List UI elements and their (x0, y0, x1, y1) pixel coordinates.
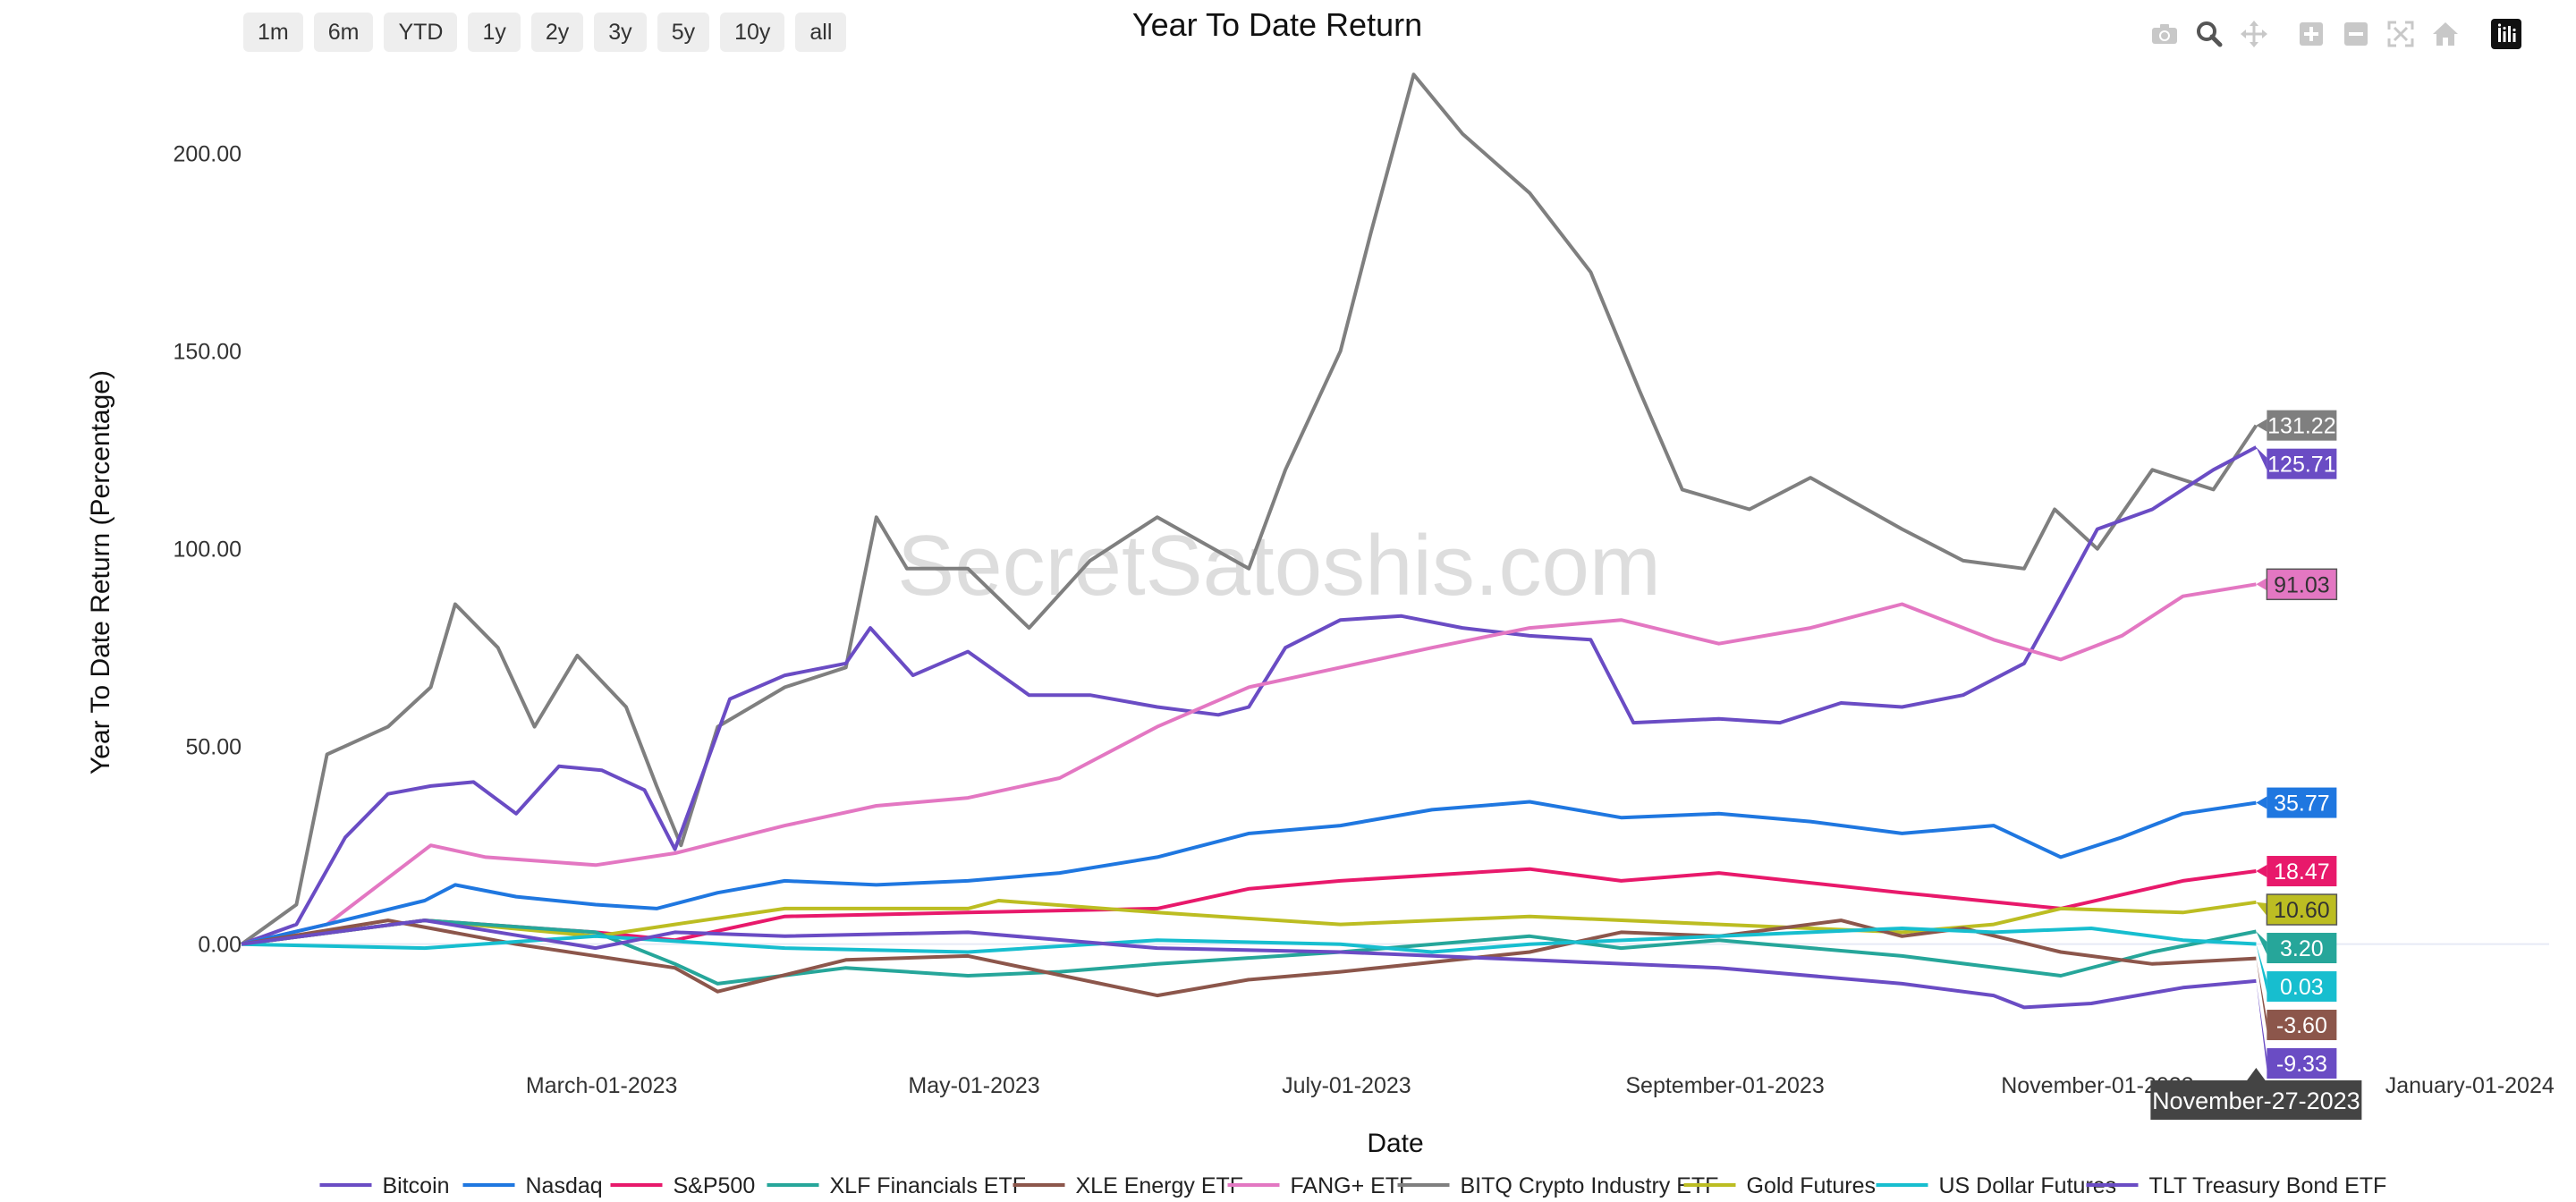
x-tick-label: May-01-2023 (908, 1073, 1039, 1098)
plotly-logo-icon[interactable] (2488, 16, 2524, 52)
series-line-5 (241, 918, 2257, 998)
series-line-3 (241, 867, 2257, 946)
series-line-7 (240, 72, 2258, 946)
range-button-5y[interactable]: 5y (657, 13, 710, 52)
x-tick-label: January-01-2024 (2385, 1073, 2555, 1098)
range-button-10y[interactable]: 10y (720, 13, 785, 52)
end-label-box (2267, 1048, 2337, 1079)
series-line-6 (241, 582, 2257, 946)
end-label-box (2267, 410, 2337, 441)
range-button-6m[interactable]: 6m (313, 13, 374, 52)
range-button-1y[interactable]: 1y (468, 13, 521, 52)
legend-item-label[interactable]: Nasdaq (526, 1173, 603, 1198)
y-tick-label: 150.00 (174, 340, 242, 365)
legend-item-label[interactable]: Bitcoin (383, 1173, 450, 1198)
legend-item-label[interactable]: S&P500 (674, 1173, 756, 1198)
end-label-pointer (2256, 447, 2267, 470)
zoom-out-icon[interactable] (2338, 16, 2374, 52)
end-label-box (2267, 971, 2337, 1003)
end-label-value: 35.77 (2274, 791, 2330, 817)
x-tick-label: March-01-2023 (526, 1073, 678, 1098)
end-label-value: 131.22 (2267, 414, 2335, 439)
zoom-in-icon[interactable] (2293, 16, 2329, 52)
end-label-pointer (2256, 944, 2267, 994)
series-line-10 (241, 918, 2257, 1010)
end-label-box (2267, 856, 2337, 887)
range-button-1m[interactable]: 1m (243, 13, 303, 52)
legend-item-label[interactable]: FANG+ ETF (1291, 1173, 1413, 1198)
range-button-3y[interactable]: 3y (594, 13, 647, 52)
y-axis-label: Year To Date Return (Percentage) (86, 370, 115, 775)
end-label-value: 91.03 (2274, 572, 2330, 597)
range-button-all[interactable]: all (795, 13, 847, 52)
end-label-box (2267, 933, 2337, 964)
end-label-pointer (2256, 931, 2267, 955)
hover-date-text: November-27-2023 (2152, 1088, 2360, 1114)
range-button-ytd[interactable]: YTD (384, 13, 458, 52)
y-tick-label: 0.00 (198, 933, 242, 958)
end-label-value: 3.20 (2280, 936, 2324, 961)
legend-item-label[interactable]: BITQ Crypto Industry ETF (1461, 1173, 1719, 1198)
legend-item-label[interactable]: Gold Futures (1747, 1173, 1877, 1198)
end-label-pointer (2256, 902, 2267, 917)
y-tick-label: 200.00 (174, 142, 242, 167)
pan-icon[interactable] (2236, 16, 2272, 52)
legend: Bitcoin Nasdaq S&P500 XLF Financials ETF XLE… (319, 1173, 2387, 1198)
hover-date-label: November-27-2023 (2150, 1068, 2362, 1120)
end-label-box (2267, 1010, 2337, 1041)
range-selector: 1m 6m YTD 1y 2y 3y 5y 10y all (243, 13, 847, 52)
x-axis: March-01-2023 May-01-2023 July-01-2023 Sept… (526, 1073, 2555, 1098)
end-label-box (2266, 893, 2338, 926)
end-label-value: 0.03 (2280, 975, 2324, 1000)
end-label-pointer (2256, 578, 2267, 591)
end-labels: 131.22 125.71 91.03 35.77 18.47 10.60 3.20 0.03… (2256, 410, 2338, 1079)
range-button-2y[interactable]: 2y (530, 13, 584, 52)
y-tick-label: 50.00 (185, 735, 242, 760)
x-axis-label: Date (1367, 1129, 1423, 1158)
zoom-icon[interactable] (2191, 16, 2227, 52)
end-label-pointer (2256, 865, 2267, 878)
end-label-box (2266, 568, 2338, 601)
end-label-pointer (2256, 796, 2267, 809)
series-line-1 (241, 445, 2258, 946)
end-label-box (2267, 448, 2337, 479)
end-label-value: -3.60 (2276, 1013, 2327, 1038)
end-label-pointer (2256, 419, 2267, 432)
legend-item-label[interactable]: XLE Energy ETF (1076, 1173, 1244, 1198)
y-tick-label: 100.00 (174, 538, 242, 563)
x-tick-label: July-01-2023 (1282, 1073, 1411, 1098)
x-tick-label: September-01-2023 (1625, 1073, 1824, 1098)
chart-title: Year To Date Return (1132, 6, 1422, 43)
end-label-value: 125.71 (2267, 453, 2335, 478)
series-layer (240, 72, 2258, 1010)
series-line-2 (241, 800, 2257, 946)
autoscale-icon[interactable] (2383, 16, 2419, 52)
end-label-box (2267, 787, 2337, 818)
end-label-value: -9.33 (2276, 1052, 2327, 1077)
modebar (2147, 16, 2533, 52)
camera-icon[interactable] (2147, 16, 2182, 52)
y-axis: 0.00 50.00 100.00 150.00 200.00 (174, 142, 242, 958)
end-label-value: 10.60 (2274, 898, 2330, 923)
series-line-8 (241, 899, 2257, 946)
series-line-4 (241, 918, 2257, 986)
end-label-value: 18.47 (2274, 859, 2330, 885)
legend-item-label[interactable]: XLF Financials ETF (830, 1173, 1027, 1198)
watermark: SecretSatoshis.com (897, 518, 1661, 614)
series-line-9 (241, 927, 2257, 954)
end-label-pointer (2256, 980, 2267, 1071)
end-label-pointer (2256, 958, 2267, 1032)
home-icon[interactable] (2428, 16, 2463, 52)
legend-item-label[interactable]: TLT Treasury Bond ETF (2149, 1173, 2387, 1198)
